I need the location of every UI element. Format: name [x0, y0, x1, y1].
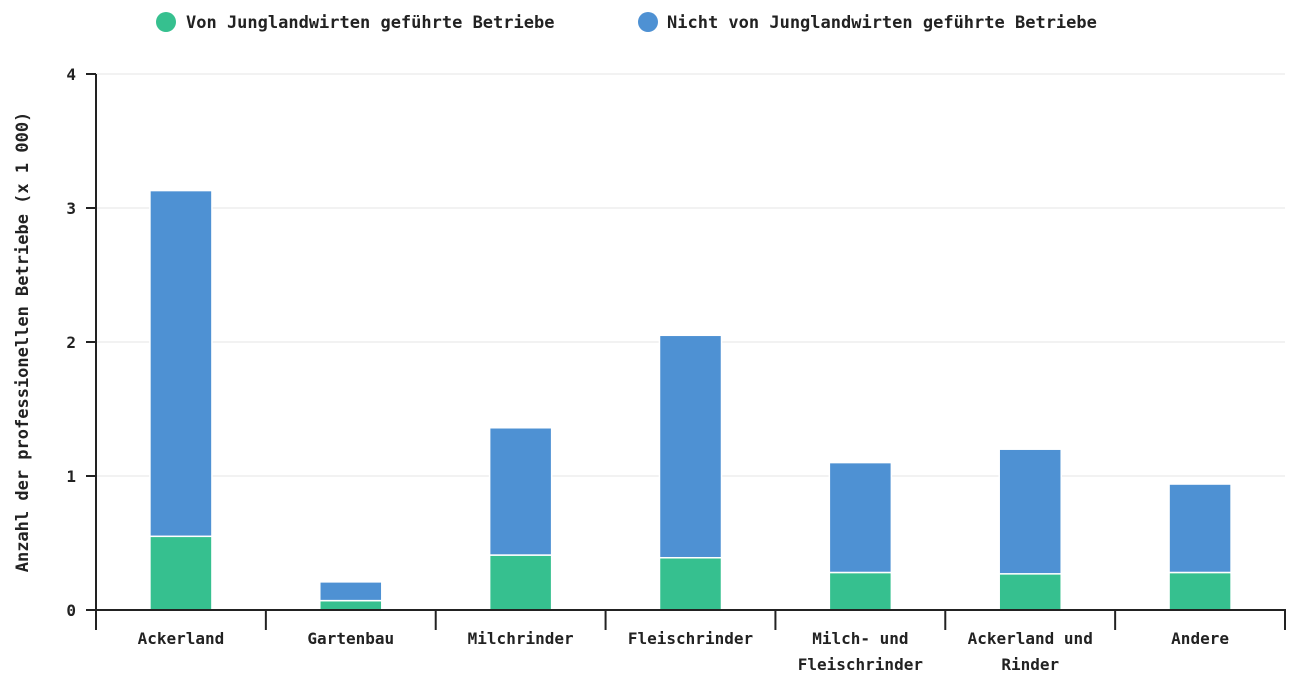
bar-segment-young-farmers	[319, 599, 383, 611]
x-tick-label: Fleischrinder	[628, 629, 753, 648]
bar-segment-young-farmers	[828, 571, 893, 611]
legend: Von Junglandwirten geführte Betriebe Nic…	[156, 12, 1097, 33]
y-axis: 0 1 2 3 4	[66, 65, 97, 620]
bar-segment-non-young-farmers	[319, 581, 383, 602]
y-tick-label: 2	[66, 333, 76, 352]
y-axis-title: Anzahl der professionellen Betriebe (x 1…	[13, 112, 33, 573]
x-tick-label: Andere	[1171, 629, 1229, 648]
legend-label-young-farmers: Von Junglandwirten geführte Betriebe	[186, 13, 554, 33]
bar-segment-young-farmers	[998, 573, 1062, 611]
x-axis: Ackerland Gartenbau Milchrinder Fleischrind…	[95, 609, 1286, 674]
bar-segment-young-farmers	[1168, 571, 1232, 611]
bar-segment-young-farmers	[149, 535, 213, 611]
bar-segment-non-young-farmers	[488, 427, 553, 556]
x-tick-label: Fleischrinder	[798, 655, 923, 674]
x-tick-label: Gartenbau	[307, 629, 394, 648]
legend-marker-non-young-farmers	[638, 12, 658, 32]
bar-segment-non-young-farmers	[149, 189, 213, 538]
x-tick-label: Milchrinder	[468, 629, 574, 648]
bar-segment-young-farmers	[488, 554, 553, 611]
x-tick-label: Milch- und	[812, 629, 908, 648]
x-tick-label: Ackerland	[138, 629, 225, 648]
y-tick-label: 4	[66, 65, 76, 84]
bar-segment-young-farmers	[658, 556, 723, 611]
legend-marker-young-farmers	[156, 12, 176, 32]
bar-segment-non-young-farmers	[1168, 483, 1232, 574]
legend-label-non-young-farmers: Nicht von Junglandwirten geführte Betrie…	[667, 13, 1097, 33]
x-tick-label: Rinder	[1001, 655, 1059, 674]
bar-segment-non-young-farmers	[998, 448, 1062, 575]
x-tick-label: Ackerland und	[968, 629, 1093, 648]
y-tick-label: 0	[66, 601, 76, 620]
bars	[149, 189, 1232, 611]
y-tick-label: 1	[66, 467, 76, 486]
bar-segment-non-young-farmers	[828, 461, 893, 574]
bar-segment-non-young-farmers	[658, 334, 723, 559]
y-tick-label: 3	[66, 199, 76, 218]
